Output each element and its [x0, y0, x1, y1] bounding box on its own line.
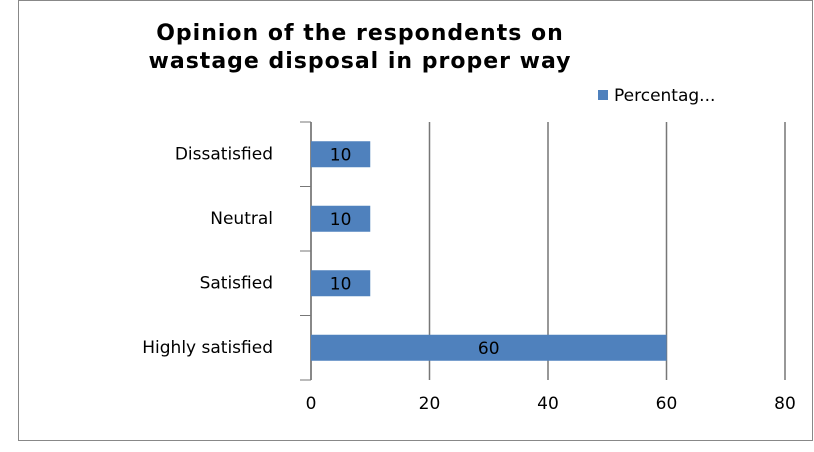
- data-label: 10: [330, 274, 352, 294]
- x-tick-label: 20: [419, 394, 441, 414]
- bar: [311, 141, 371, 168]
- x-tick-label: 80: [774, 394, 796, 414]
- y-tick-label: Dissatisfied: [175, 144, 273, 164]
- data-label: 10: [330, 145, 352, 165]
- x-tick-label: 40: [537, 394, 559, 414]
- data-label: 10: [330, 210, 352, 230]
- y-tick-label: Highly satisfied: [142, 338, 273, 358]
- x-tick-label: 60: [656, 394, 678, 414]
- bar: [311, 270, 371, 297]
- legend-swatch: [598, 90, 608, 100]
- chart-title: Opinion of the respondents on wastage di…: [148, 21, 572, 74]
- y-tick-label: Neutral: [210, 209, 273, 229]
- chart-border: [18, 0, 813, 441]
- bar: [311, 334, 667, 361]
- bar: [311, 205, 371, 232]
- data-label: 60: [478, 339, 500, 359]
- x-tick-label: 0: [306, 394, 317, 414]
- y-tick-label: Satisfied: [200, 273, 273, 293]
- legend-label: Percentag...: [614, 86, 715, 106]
